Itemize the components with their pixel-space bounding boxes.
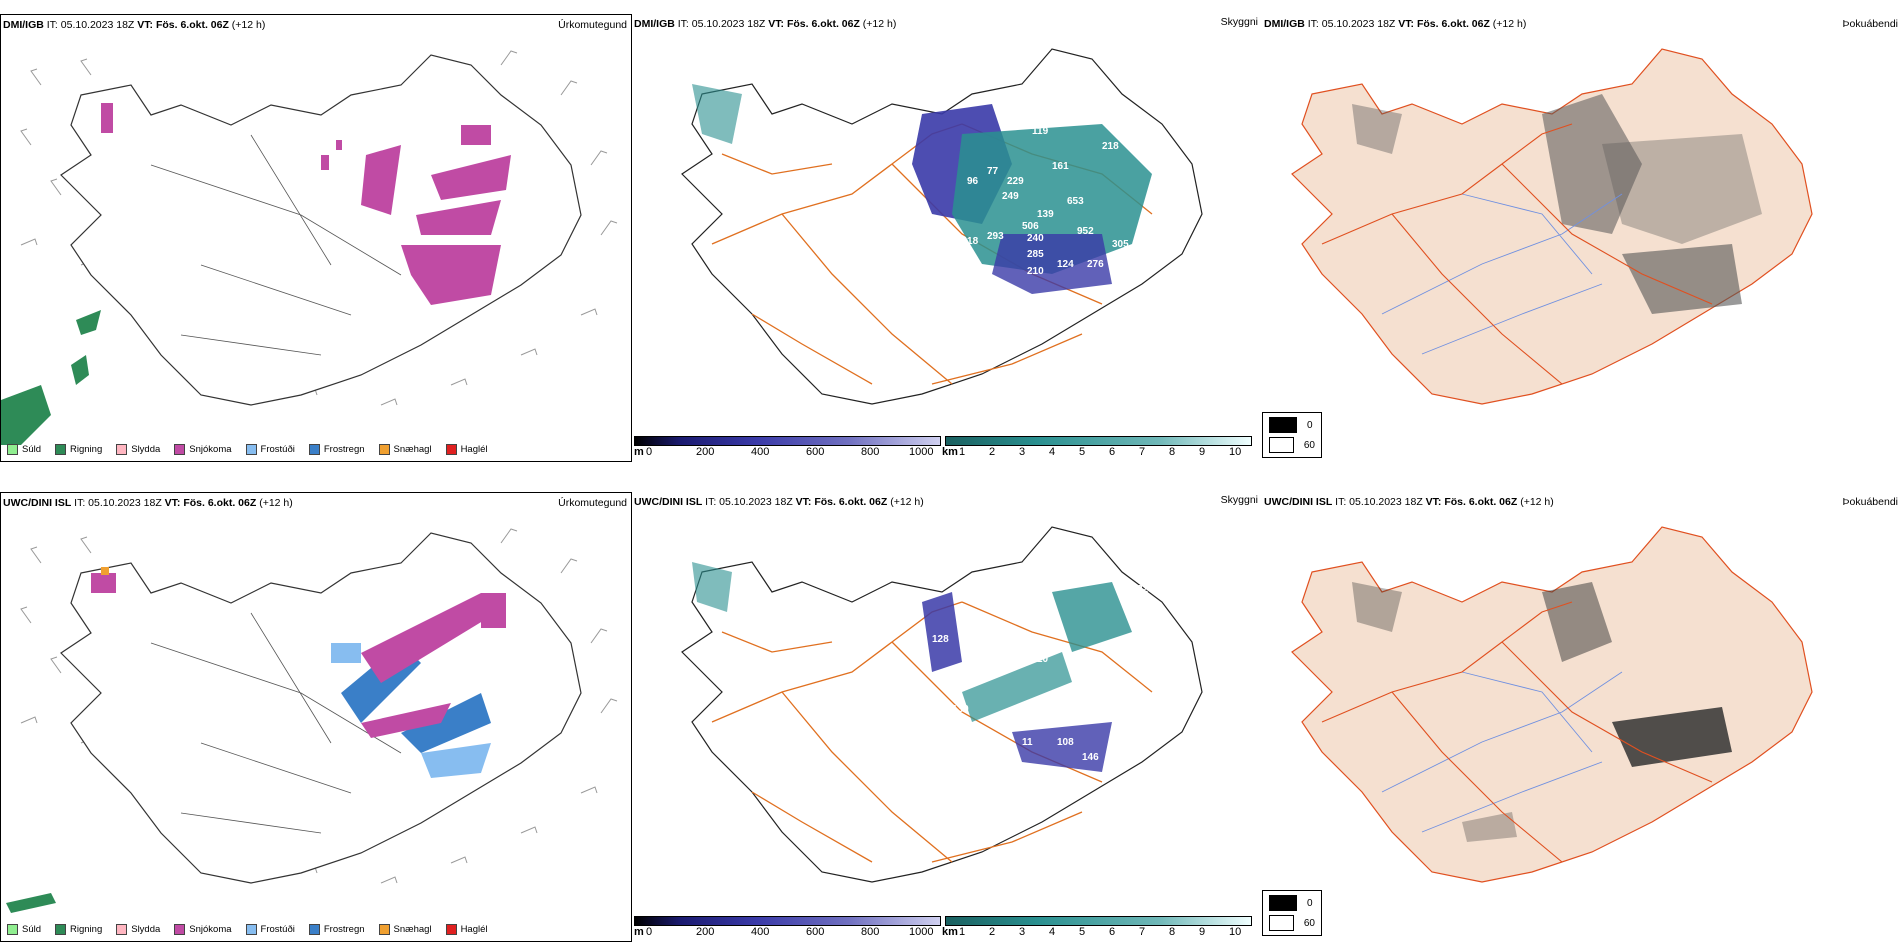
visibility-colorbar: m 0 200 400 600 800 1000 km 1 2 3 4 5 6 … <box>634 916 1252 940</box>
fog-map <box>1291 526 1813 883</box>
panel-title: Þokuábendi <box>1842 496 1898 508</box>
vis-label: 229 <box>1007 176 1024 187</box>
visibility-panel-row1: DMI/IGB IT: 05.10.2023 18Z VT: Fös. 6.ok… <box>632 14 1258 462</box>
vis-label: 20 <box>1037 654 1049 665</box>
fog-panel-row2: UWC/DINI ISL IT: 05.10.2023 18Z VT: Fös.… <box>1262 492 1898 942</box>
vis-label: 305 <box>1112 239 1129 250</box>
legend-item: Súld <box>7 924 41 935</box>
fog-legend-item: 0 <box>1269 417 1315 433</box>
vis-label: 210 <box>1027 266 1044 277</box>
legend-item: Frostúði <box>245 924 295 935</box>
visibility-labels: 128 225 659 20 130 11 108 92 146 <box>932 584 1154 763</box>
vis-label: 952 <box>1077 226 1094 237</box>
panel-title: Þokuábendi <box>1842 18 1898 30</box>
vis-label: 249 <box>1002 191 1019 202</box>
precip-map <box>6 528 618 913</box>
fog-legend: 0 60 <box>1262 412 1322 458</box>
fog-legend: 0 60 <box>1262 890 1322 936</box>
fog-legend-item: 60 <box>1269 437 1315 453</box>
vis-label: 218 <box>1102 141 1119 152</box>
panel-header: UWC/DINI ISL IT: 05.10.2023 18Z VT: Fös.… <box>1264 496 1554 508</box>
legend-item: Súld <box>7 444 41 455</box>
vis-label: 285 <box>1027 249 1044 260</box>
vis-label: 133 <box>1117 259 1134 270</box>
precip-legend: Súld Rigning Slydda Snjókoma Frostúði Fr… <box>7 444 502 455</box>
precip-map <box>1 50 618 445</box>
precip-type-panel-row2: UWC/DINI ISL IT: 05.10.2023 18Z VT: Fös.… <box>0 492 632 942</box>
vis-label: 92 <box>1117 737 1129 748</box>
visibility-labels: 119 161 218 77 229 249 96 653 139 506 95… <box>962 126 1134 277</box>
vis-label: 124 <box>1057 259 1074 270</box>
vis-label: 659 <box>1127 599 1144 610</box>
panel-title: Úrkomutegund <box>558 19 627 31</box>
legend-item: Frostúði <box>245 444 295 455</box>
rivers <box>1381 193 1623 355</box>
fog-legend-item: 0 <box>1269 895 1315 911</box>
legend-item: Haglél <box>445 924 488 935</box>
legend-item: Snjókoma <box>174 924 232 935</box>
legend-item: Frostregn <box>308 924 365 935</box>
fog-shading <box>1352 582 1732 842</box>
vis-label: 118 <box>962 236 979 247</box>
visibility-cells <box>692 84 1152 294</box>
legend-item: Slydda <box>116 444 160 455</box>
vis-label: 653 <box>1067 196 1084 207</box>
visibility-map: 119 161 218 77 229 249 96 653 139 506 95… <box>681 48 1203 405</box>
vis-label: 146 <box>1082 752 1099 763</box>
fog-map <box>1291 48 1813 405</box>
precip-legend: Súld Rigning Slydda Snjókoma Frostúði Fr… <box>7 924 502 935</box>
iceland-outline <box>60 54 582 406</box>
fog-legend-item: 60 <box>1269 915 1315 931</box>
legend-item: Rigning <box>55 444 102 455</box>
panel-title: Úrkomutegund <box>558 497 627 509</box>
snowfall-areas <box>101 103 511 305</box>
vis-label: 506 <box>1022 221 1039 232</box>
legend-item: Rigning <box>55 924 102 935</box>
panel-header: DMI/IGB IT: 05.10.2023 18Z VT: Fös. 6.ok… <box>3 19 266 31</box>
vis-label: 161 <box>1052 161 1069 172</box>
panel-header: DMI/IGB IT: 05.10.2023 18Z VT: Fös. 6.ok… <box>1264 18 1527 30</box>
precip-areas <box>6 567 506 913</box>
vis-label: 139 <box>1037 209 1054 220</box>
visibility-colorbar: m 0 200 400 600 800 1000 km 1 2 3 4 5 6 … <box>634 436 1252 460</box>
fog-shading <box>1352 94 1762 314</box>
iceland-outline <box>681 526 1203 883</box>
roads <box>1321 123 1713 385</box>
precip-type-panel-row1: DMI/IGB IT: 05.10.2023 18Z VT: Fös. 6.ok… <box>0 14 632 462</box>
legend-item: Snjókoma <box>174 444 232 455</box>
vis-label: 11 <box>1022 737 1033 748</box>
vis-label: 293 <box>987 231 1004 242</box>
rain-areas <box>1 310 101 445</box>
vis-label: 108 <box>1057 737 1074 748</box>
legend-item: Haglél <box>445 444 488 455</box>
vis-label: 96 <box>967 176 979 187</box>
fog-panel-row1: DMI/IGB IT: 05.10.2023 18Z VT: Fös. 6.ok… <box>1262 14 1898 462</box>
panel-header: DMI/IGB IT: 05.10.2023 18Z VT: Fös. 6.ok… <box>634 18 897 30</box>
legend-item: Snæhagl <box>378 924 432 935</box>
rivers <box>1381 671 1623 833</box>
vis-label: 225 <box>1137 584 1154 595</box>
visibility-panel-row2: UWC/DINI ISL IT: 05.10.2023 18Z VT: Fös.… <box>632 492 1258 942</box>
legend-item: Snæhagl <box>378 444 432 455</box>
vis-label: 130 <box>952 704 969 715</box>
legend-item: Slydda <box>116 924 160 935</box>
panel-header: UWC/DINI ISL IT: 05.10.2023 18Z VT: Fös.… <box>3 497 293 509</box>
vis-label: 77 <box>987 166 999 177</box>
vis-label: 128 <box>932 634 949 645</box>
vis-label: 240 <box>1027 233 1044 244</box>
iceland-outline <box>60 532 582 884</box>
legend-item: Frostregn <box>308 444 365 455</box>
panel-header: UWC/DINI ISL IT: 05.10.2023 18Z VT: Fös.… <box>634 496 924 508</box>
panel-title: Skyggni <box>1220 16 1258 28</box>
visibility-map: 128 225 659 20 130 11 108 92 146 <box>681 526 1203 883</box>
visibility-cells <box>692 562 1132 772</box>
panel-title: Skyggni <box>1220 494 1258 506</box>
roads <box>1321 601 1713 863</box>
roads <box>711 601 1153 863</box>
vis-label: 119 <box>1032 126 1049 137</box>
vis-label: 276 <box>1087 259 1104 270</box>
